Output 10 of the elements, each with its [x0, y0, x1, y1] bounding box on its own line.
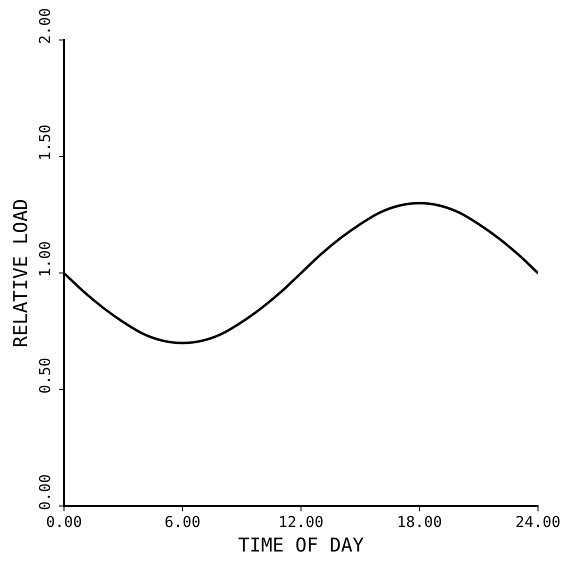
x-tick-label: 12.00 [278, 513, 324, 532]
y-tick-label: 0.50 [36, 358, 54, 394]
y-tick-label: 1.50 [36, 124, 54, 161]
y-tick-label: 2.00 [36, 8, 54, 44]
y-axis-title: RELATIVE LOAD [10, 198, 32, 348]
x-tick-label: 18.00 [396, 513, 442, 532]
x-tick-label: 24.00 [515, 513, 561, 532]
x-axis-title: TIME OF DAY [238, 534, 364, 557]
x-tick-label: 6.00 [164, 513, 201, 532]
y-tick-label: 1.00 [36, 241, 54, 278]
